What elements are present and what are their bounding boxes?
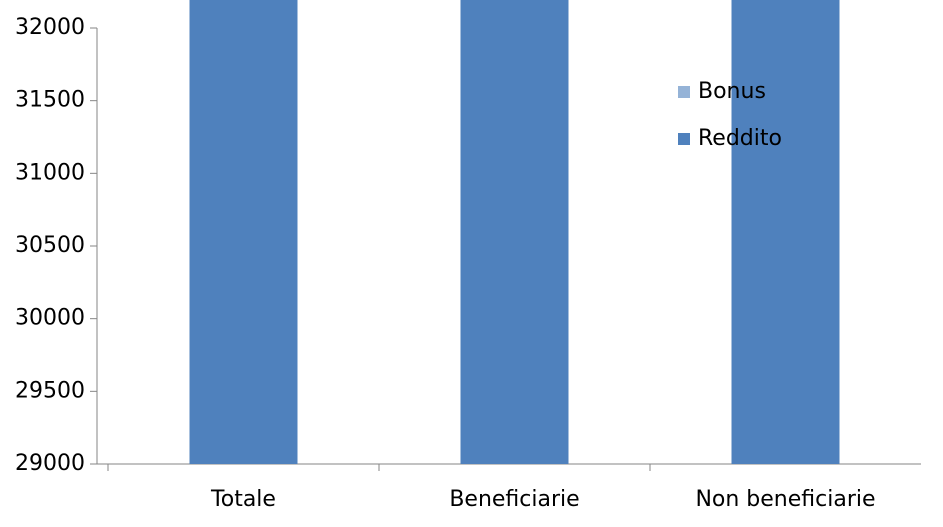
legend-swatch xyxy=(678,133,690,145)
y-tick-label: 32000 xyxy=(15,15,85,40)
y-tick-label: 30000 xyxy=(15,306,85,331)
y-tick-label: 31000 xyxy=(15,160,85,185)
bar-segment xyxy=(460,0,569,465)
legend-label: Reddito xyxy=(698,126,782,151)
legend-swatch xyxy=(678,86,690,98)
bar-segment xyxy=(189,0,298,464)
x-tick-label: Beneficiarie xyxy=(449,487,579,512)
x-tick-label: Totale xyxy=(210,487,276,512)
bar-segment xyxy=(731,0,840,464)
x-tick-label: Non beneficiarie xyxy=(695,487,875,512)
legend-label: Bonus xyxy=(698,79,766,104)
y-tick-label: 30500 xyxy=(15,233,85,258)
y-tick-label: 29500 xyxy=(15,378,85,403)
y-tick-label: 31500 xyxy=(15,88,85,113)
y-tick-label: 29000 xyxy=(15,451,85,476)
